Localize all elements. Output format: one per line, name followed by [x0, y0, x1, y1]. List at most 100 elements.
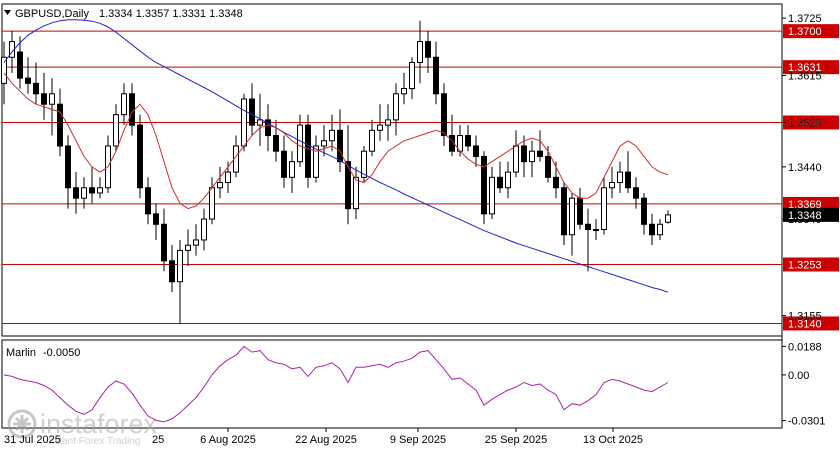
candle	[385, 104, 391, 141]
candle	[337, 109, 343, 173]
osc-tick-label: 0.0188	[788, 341, 822, 353]
candle	[17, 36, 23, 89]
candle	[161, 208, 167, 272]
candle	[401, 72, 407, 105]
candle	[569, 192, 575, 256]
candle	[265, 104, 271, 152]
candle	[425, 31, 431, 73]
time-tick-label: 6 Aug 2025	[200, 434, 256, 446]
candle	[257, 93, 263, 146]
time-tick-label-partial-2: 25	[152, 434, 164, 446]
level-tag-1.3253: 1.3253	[788, 259, 822, 271]
time-tick-label: 13 Oct 2025	[583, 434, 643, 446]
candle	[313, 135, 319, 183]
symbol-label: GBPUSD,Daily	[15, 8, 89, 20]
level-tag-1.3700: 1.3700	[788, 26, 822, 38]
candle	[145, 177, 151, 225]
candle	[417, 20, 423, 84]
candle	[537, 130, 543, 162]
instaforex-watermark: instaforex Instant Forex Trading	[7, 409, 158, 447]
candle	[97, 177, 103, 199]
candle	[241, 93, 247, 152]
candle	[577, 187, 583, 230]
candle	[281, 135, 287, 188]
price-tick-label: 1.3615	[788, 71, 822, 83]
candle	[497, 161, 503, 193]
marlin-line	[3, 345, 669, 423]
candle	[289, 151, 295, 193]
level-tag-1.3631: 1.3631	[788, 62, 822, 74]
candle	[49, 78, 55, 136]
candle	[177, 239, 183, 324]
price-tick-label: 1.3525	[788, 117, 822, 129]
candle	[73, 172, 79, 214]
candle	[513, 130, 519, 178]
indicator-value: -0.0050	[43, 347, 80, 359]
candle	[601, 177, 607, 235]
candle	[113, 104, 119, 152]
level-tag-bg	[783, 115, 839, 130]
current-price-tag-bg	[783, 207, 839, 222]
candle	[217, 166, 223, 199]
candle	[25, 57, 31, 94]
candle	[521, 135, 527, 178]
level-tag-bg	[783, 196, 839, 211]
candle	[489, 166, 495, 220]
candle	[649, 213, 655, 246]
candle	[137, 114, 143, 199]
candle	[57, 88, 63, 157]
level-tag-bg	[783, 24, 839, 39]
time-tick-label: 25 Sep 2025	[485, 434, 547, 446]
candle	[81, 177, 87, 209]
candle	[273, 119, 279, 162]
level-tag-1.3525: 1.3525	[788, 117, 822, 129]
dropdown-triangle-icon[interactable]	[4, 10, 11, 15]
candle	[65, 135, 71, 209]
candle	[33, 62, 39, 105]
candle	[321, 125, 327, 157]
candle	[617, 161, 623, 193]
candle	[209, 177, 215, 225]
candle	[665, 210, 671, 224]
candle	[41, 72, 47, 120]
osc-tick-label: -0.0301	[788, 416, 825, 428]
candle	[201, 208, 207, 251]
price-tick-label: 1.3440	[788, 162, 822, 174]
chart-header: GBPUSD,Daily 1.3334 1.3357 1.3331 1.3348	[4, 8, 243, 20]
price-tick-label: 1.3725	[788, 13, 822, 25]
level-tag-bg	[783, 60, 839, 75]
candle	[361, 145, 367, 183]
candle	[441, 83, 447, 146]
indicator-name: Marlin	[6, 347, 36, 359]
candle	[121, 83, 127, 126]
candle	[505, 161, 511, 199]
time-tick-label-partial: 31 Jul 2025	[4, 434, 61, 446]
candle	[473, 135, 479, 167]
candle	[345, 125, 351, 225]
candle	[641, 192, 647, 235]
candle	[369, 119, 375, 157]
candle	[377, 104, 383, 141]
candle	[433, 41, 439, 105]
candle	[465, 125, 471, 152]
candle	[481, 151, 487, 225]
candle	[409, 57, 415, 100]
candle	[129, 83, 135, 136]
candle	[449, 114, 455, 157]
candle	[657, 219, 663, 240]
instaforex-logo-icon	[7, 409, 37, 439]
candle	[585, 208, 591, 272]
time-tick-label: 22 Aug 2025	[295, 434, 357, 446]
current-price-tag: 1.3348	[788, 210, 822, 222]
candle	[89, 166, 95, 204]
price-panel-frame	[1, 3, 783, 337]
candle	[625, 151, 631, 193]
level-tag-bg	[783, 316, 839, 331]
candle	[249, 83, 255, 136]
candle	[329, 114, 335, 152]
candle	[193, 224, 199, 256]
candle	[593, 219, 599, 240]
osc-tick-label: 0.00	[788, 370, 809, 382]
